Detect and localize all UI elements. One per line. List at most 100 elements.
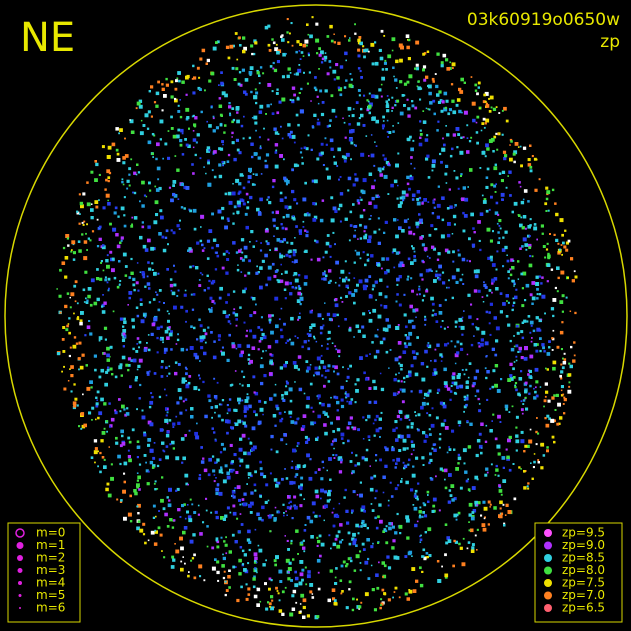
star — [347, 176, 352, 181]
star — [287, 133, 291, 137]
star — [393, 378, 397, 382]
star — [535, 380, 539, 384]
star — [226, 160, 230, 163]
star — [82, 393, 84, 396]
star — [328, 457, 332, 461]
star — [309, 364, 312, 366]
star — [95, 402, 99, 406]
star — [103, 465, 107, 469]
star — [514, 382, 518, 385]
star — [565, 248, 569, 252]
star — [410, 162, 412, 165]
star — [116, 285, 120, 289]
star — [486, 370, 490, 374]
star — [236, 268, 240, 272]
star — [478, 403, 481, 405]
star — [95, 418, 97, 421]
star — [145, 469, 149, 473]
star — [306, 212, 309, 215]
star — [505, 119, 509, 123]
star — [142, 522, 146, 526]
star — [172, 422, 176, 426]
star — [499, 227, 502, 230]
star — [227, 153, 231, 157]
star — [387, 136, 389, 138]
star — [441, 271, 445, 274]
star — [480, 342, 484, 347]
star — [514, 142, 519, 146]
star — [540, 466, 544, 470]
star — [274, 247, 278, 251]
star — [433, 279, 437, 283]
star — [90, 386, 93, 389]
star — [159, 428, 164, 432]
star — [418, 515, 422, 519]
star — [561, 294, 565, 298]
star — [324, 504, 328, 509]
star — [311, 125, 314, 128]
star — [257, 156, 261, 160]
star — [131, 318, 135, 322]
star — [235, 471, 239, 474]
star — [414, 106, 418, 110]
star — [546, 368, 549, 371]
star — [437, 185, 440, 188]
star — [168, 312, 170, 315]
star — [299, 43, 303, 46]
star — [407, 373, 412, 377]
star — [312, 323, 316, 327]
star — [441, 469, 445, 472]
star — [247, 587, 251, 591]
star — [208, 124, 212, 128]
star — [106, 482, 110, 486]
star — [205, 497, 208, 500]
star — [258, 548, 263, 553]
star — [106, 346, 110, 351]
star — [408, 230, 413, 235]
star — [424, 250, 427, 252]
star — [337, 147, 342, 152]
star — [396, 512, 399, 516]
star — [318, 365, 321, 368]
star — [385, 541, 389, 545]
star — [270, 330, 274, 335]
star — [213, 340, 216, 343]
star — [215, 126, 219, 130]
star — [211, 246, 214, 250]
star — [335, 534, 339, 538]
star — [287, 495, 291, 499]
star — [170, 80, 174, 84]
star — [347, 421, 352, 425]
star — [369, 218, 372, 220]
star — [355, 101, 359, 104]
star — [83, 220, 86, 223]
star — [169, 443, 172, 446]
star — [329, 66, 332, 69]
star — [290, 539, 293, 542]
star — [269, 605, 271, 608]
star — [154, 200, 159, 205]
star — [405, 375, 409, 378]
star — [248, 548, 251, 552]
star — [106, 353, 110, 358]
star — [479, 248, 482, 252]
star — [271, 514, 274, 517]
star — [118, 365, 123, 370]
star — [460, 77, 464, 82]
star — [305, 440, 309, 444]
star — [381, 167, 385, 171]
star — [226, 431, 229, 435]
star — [520, 370, 523, 373]
star — [86, 386, 91, 391]
star — [411, 555, 413, 557]
star — [160, 365, 164, 369]
star — [384, 529, 388, 533]
star — [410, 147, 414, 152]
star — [565, 296, 568, 299]
star — [93, 301, 98, 306]
star — [152, 504, 156, 508]
star — [314, 179, 318, 184]
star — [447, 539, 452, 543]
star — [524, 299, 527, 302]
star — [286, 514, 288, 516]
